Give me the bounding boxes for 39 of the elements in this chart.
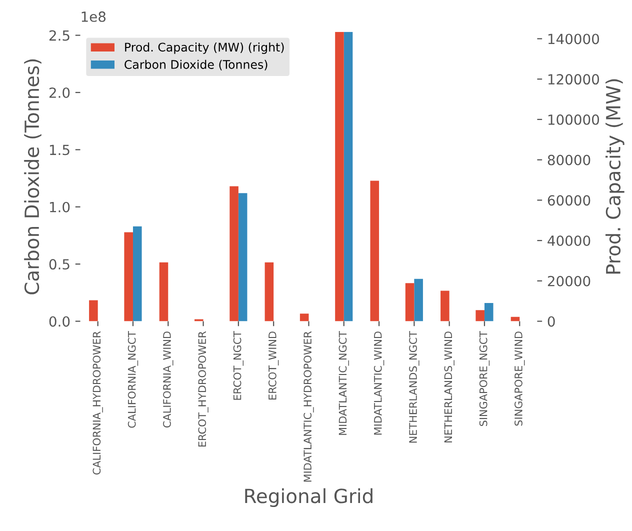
x-tick-label: CALIFORNIA_WIND: [163, 332, 174, 428]
y2-tick-label: 100000: [548, 114, 600, 125]
y-tick-label: 1.0: [50, 202, 70, 212]
y2-tick-label: 60000: [548, 195, 590, 206]
y-tick-label: 2.0: [49, 87, 70, 98]
bar: [300, 314, 309, 322]
y2-tick-label: 140000: [548, 34, 600, 44]
x-tick-label: CALIFORNIA_HYDROPOWER: [92, 331, 103, 475]
text: 1e8: [82, 11, 106, 22]
bar: [440, 290, 450, 322]
y-tick-label: 2.5: [49, 30, 70, 41]
legend-label: Prod. Capacity (MW) (right): [125, 42, 284, 54]
bar: [370, 180, 380, 322]
y2-tick-label: 40000: [548, 236, 590, 246]
bar: [264, 262, 274, 322]
y2-axis-title: Prod. Capacity (MW): [606, 79, 624, 274]
x-tick-label: MIDATLANTIC_WIND: [374, 332, 384, 435]
x-tick-label: ERCOT_NGCT: [233, 330, 244, 400]
x-axis-title: Regional Grid: [245, 488, 372, 508]
x-tick-label: SINGAPORE_WIND: [514, 332, 525, 426]
x-tick-label: MIDATLANTIC_NGCT: [338, 330, 349, 435]
x-tick-label: SINGAPORE_NGCT: [479, 330, 490, 426]
y2-tick-label: 0: [548, 316, 555, 327]
bar: [89, 300, 98, 322]
y2-tick-label: 80000: [548, 154, 590, 166]
y-axis-title: Carbon Dioxide (Tonnes): [24, 59, 42, 294]
x-tick-label: NETHERLANDS_WIND: [444, 332, 454, 442]
y2-tick-label: 20000: [548, 276, 590, 286]
x-tick-label: NETHERLANDS_NGCT: [409, 330, 420, 443]
legend-label: Carbon Dioxide (Tonnes): [124, 60, 268, 70]
x-tick-label: MIDATLANTIC_HYDROPOWER: [304, 331, 314, 482]
y-tick-label: 1.5: [50, 144, 70, 156]
y2-tick-label: 120000: [548, 74, 600, 85]
bar: [159, 262, 168, 322]
x-tick-label: ERCOT_WIND: [268, 332, 279, 400]
x-tick-label: CALIFORNIA_NGCT: [128, 330, 138, 428]
y-tick-label: 0.0: [49, 316, 70, 327]
y-tick-label: 0.5: [49, 259, 70, 270]
x-tick-label: ERCOT_HYDROPOWER: [198, 331, 208, 447]
